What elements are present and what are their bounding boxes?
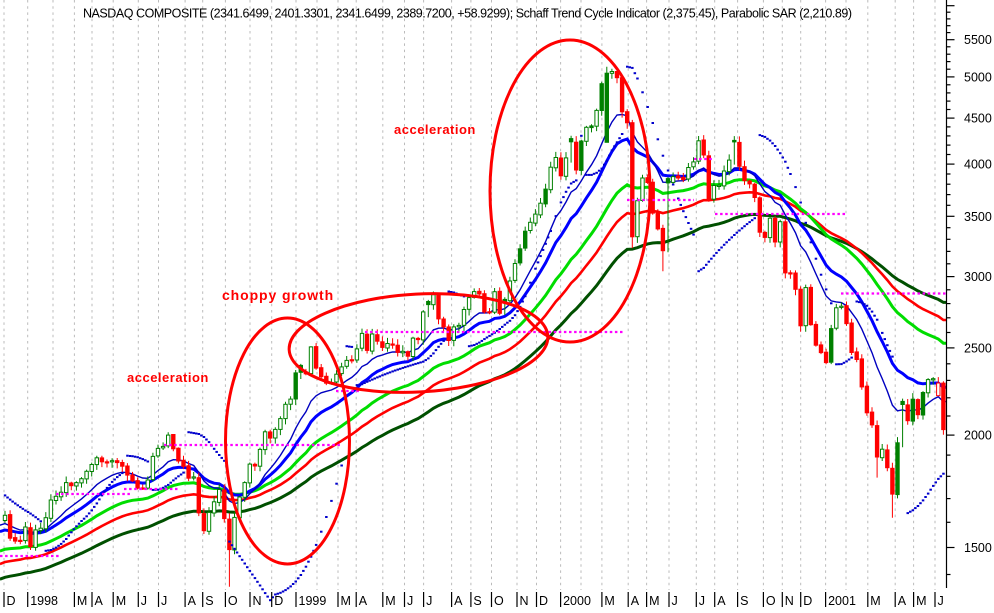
svg-text:J: J	[141, 594, 147, 608]
svg-text:choppy growth: choppy growth	[222, 287, 334, 303]
svg-text:M: M	[870, 594, 880, 608]
svg-text:5000: 5000	[964, 70, 992, 84]
svg-text:A: A	[359, 594, 368, 608]
svg-text:4500: 4500	[964, 112, 992, 126]
svg-text:S: S	[473, 594, 481, 608]
svg-text:M: M	[916, 594, 926, 608]
svg-text:3000: 3000	[964, 270, 992, 284]
svg-text:A: A	[631, 594, 640, 608]
svg-text:2000: 2000	[964, 429, 992, 443]
svg-text:O: O	[766, 594, 776, 608]
svg-text:J: J	[938, 594, 944, 608]
svg-text:M: M	[604, 594, 614, 608]
svg-text:1999: 1999	[299, 594, 327, 608]
svg-text:M: M	[116, 594, 126, 608]
svg-text:5500: 5500	[964, 33, 992, 47]
svg-text:acceleration: acceleration	[127, 370, 209, 385]
svg-text:1500: 1500	[964, 541, 992, 555]
svg-text:2001: 2001	[828, 594, 856, 608]
svg-text:O: O	[228, 594, 238, 608]
svg-text:A: A	[95, 594, 104, 608]
svg-text:4000: 4000	[964, 158, 992, 172]
svg-text:A: A	[717, 594, 726, 608]
svg-text:1998: 1998	[30, 594, 58, 608]
svg-text:A: A	[454, 594, 463, 608]
svg-text:D: D	[803, 594, 812, 608]
svg-text:A: A	[188, 594, 197, 608]
svg-text:M: M	[77, 594, 87, 608]
svg-text:S: S	[740, 594, 748, 608]
svg-text:S: S	[205, 594, 213, 608]
svg-text:3500: 3500	[964, 210, 992, 224]
svg-text:J: J	[161, 594, 167, 608]
svg-text:J: J	[407, 594, 413, 608]
svg-text:O: O	[494, 594, 504, 608]
svg-text:NASDAQ COMPOSITE (2341.6499, 2: NASDAQ COMPOSITE (2341.6499, 2401.3301, …	[83, 7, 852, 21]
svg-text:A: A	[898, 594, 907, 608]
svg-text:acceleration: acceleration	[394, 122, 476, 137]
svg-text:D: D	[7, 594, 16, 608]
svg-text:N: N	[785, 594, 794, 608]
svg-text:D: D	[274, 594, 283, 608]
svg-text:2000: 2000	[563, 594, 591, 608]
svg-text:D: D	[539, 594, 548, 608]
svg-text:N: N	[253, 594, 262, 608]
svg-text:M: M	[385, 594, 395, 608]
svg-text:M: M	[649, 594, 659, 608]
svg-text:J: J	[426, 594, 432, 608]
svg-text:J: J	[699, 594, 705, 608]
svg-text:N: N	[520, 594, 529, 608]
svg-text:M: M	[341, 594, 351, 608]
svg-text:J: J	[672, 594, 678, 608]
svg-text:2500: 2500	[964, 341, 992, 355]
